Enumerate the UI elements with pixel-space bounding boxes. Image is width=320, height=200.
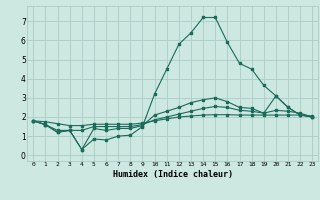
X-axis label: Humidex (Indice chaleur): Humidex (Indice chaleur) [113, 170, 233, 179]
